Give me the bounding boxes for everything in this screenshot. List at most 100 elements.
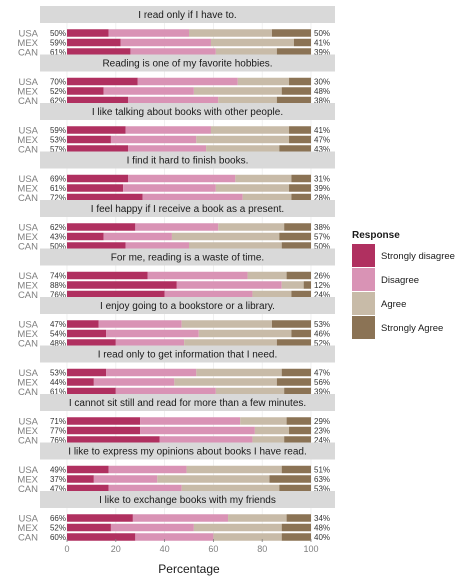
bar-segment-strongly-agree (289, 184, 311, 192)
right-percent-label: 50% (314, 242, 330, 251)
left-percent-label: 77% (50, 427, 66, 436)
bar-segment-agree (237, 77, 290, 86)
left-percent-label: 53% (50, 136, 66, 145)
right-percent-label: 46% (314, 330, 330, 339)
bar-segment-strongly-agree (291, 329, 311, 338)
bar-segment-strongly-disagree (67, 426, 141, 435)
bar-segment-strongly-disagree (67, 514, 133, 522)
country-label: USA (18, 77, 38, 88)
country-label: USA (18, 29, 38, 40)
right-percent-label: 38% (314, 223, 330, 232)
bar-segment-agree (281, 281, 304, 289)
bar-segment-strongly-agree (276, 48, 311, 56)
left-percent-label: 60% (50, 533, 66, 542)
bar-segment-strongly-agree (289, 126, 311, 134)
x-tick-label: 80 (257, 544, 267, 554)
country-label: MEX (17, 329, 38, 340)
bar-segment-disagree (123, 184, 216, 192)
bar-segment-disagree (132, 514, 229, 522)
left-percent-label: 50% (50, 29, 66, 38)
country-label: CAN (18, 193, 38, 204)
bar-segment-strongly-disagree (67, 29, 109, 37)
bar-segment-strongly-disagree (67, 417, 141, 425)
panel-title: I read only to get information that I ne… (98, 350, 278, 361)
bar-segment-disagree (108, 465, 187, 474)
bar-segment-disagree (142, 193, 243, 202)
legend-swatch (352, 244, 375, 267)
left-percent-label: 69% (50, 175, 66, 184)
panel-title: I find it hard to finish books. (127, 156, 249, 167)
left-percent-label: 62% (50, 223, 66, 232)
left-percent-label: 48% (50, 339, 66, 348)
panel-strip (40, 151, 335, 169)
bar-segment-disagree (128, 96, 219, 105)
bar-segment-strongly-disagree (67, 174, 128, 183)
legend-label: Strongly Agree (381, 323, 443, 334)
bar-segment-agree (210, 126, 290, 134)
bar-segment-strongly-disagree (67, 193, 143, 202)
legend-title: Response (352, 230, 400, 241)
bar-segment-agree (218, 223, 285, 231)
legend-swatch (352, 292, 375, 315)
bar-segment-strongly-disagree (67, 242, 126, 250)
legend-label: Agree (381, 299, 406, 310)
bar-segment-strongly-agree (281, 242, 311, 250)
bar-segment-strongly-disagree (67, 320, 99, 328)
country-label: USA (18, 174, 38, 185)
country-label: CAN (18, 145, 38, 156)
left-percent-label: 59% (50, 39, 66, 48)
bar-segment-strongly-disagree (67, 271, 148, 280)
country-label: CAN (18, 48, 38, 59)
right-percent-label: 31% (314, 175, 330, 184)
bar-segment-agree (235, 174, 292, 183)
right-percent-label: 48% (314, 87, 330, 96)
bar-segment-strongly-agree (281, 523, 311, 532)
bar-segment-strongly-disagree (67, 48, 131, 56)
x-axis-title: Percentage (158, 562, 220, 576)
bar-segment-agree (181, 320, 272, 328)
right-percent-label: 24% (314, 436, 330, 445)
panel-title: I enjoy going to a bookstore or a librar… (100, 301, 275, 312)
right-percent-label: 57% (314, 233, 330, 242)
bar-segment-strongly-disagree (67, 87, 104, 95)
country-label: MEX (17, 378, 38, 389)
left-percent-label: 71% (50, 417, 66, 426)
bar-segment-strongly-agree (281, 87, 311, 95)
bar-segment-strongly-disagree (67, 38, 121, 47)
left-percent-label: 47% (50, 320, 66, 329)
legend-swatch (352, 268, 375, 291)
left-percent-label: 61% (50, 48, 66, 57)
right-percent-label: 53% (314, 485, 330, 494)
country-label: MEX (17, 523, 38, 534)
right-percent-label: 43% (314, 145, 330, 154)
bar-segment-disagree (140, 426, 255, 435)
bar-segment-strongly-disagree (67, 135, 111, 144)
left-percent-label: 72% (50, 194, 66, 203)
country-label: CAN (18, 242, 38, 253)
bar-segment-agree (210, 38, 294, 47)
bar-segment-agree (198, 329, 292, 338)
right-percent-label: 38% (314, 97, 330, 106)
panel-title: I like talking about books with other pe… (92, 107, 283, 118)
bar-segment-strongly-agree (289, 77, 311, 86)
panel-title: I cannot sit still and read for more tha… (69, 398, 306, 409)
left-percent-label: 50% (50, 242, 66, 251)
bar-segment-strongly-agree (284, 436, 311, 444)
right-percent-label: 48% (314, 524, 330, 533)
bar-segment-disagree (93, 475, 158, 483)
bar-segment-disagree (128, 174, 236, 183)
panel-strip (40, 6, 335, 23)
country-label: MEX (17, 38, 38, 49)
bar-segment-strongly-disagree (67, 475, 94, 483)
x-tick-label: 40 (160, 544, 170, 554)
bar-segment-disagree (120, 38, 211, 47)
bar-segment-disagree (110, 523, 194, 532)
country-label: MEX (17, 87, 38, 98)
bar-segment-agree (242, 193, 292, 202)
bar-segment-disagree (137, 77, 238, 86)
x-tick-label: 0 (64, 544, 69, 554)
x-tick-label: 20 (111, 544, 121, 554)
right-percent-label: 39% (314, 388, 330, 397)
right-percent-label: 50% (314, 29, 330, 38)
